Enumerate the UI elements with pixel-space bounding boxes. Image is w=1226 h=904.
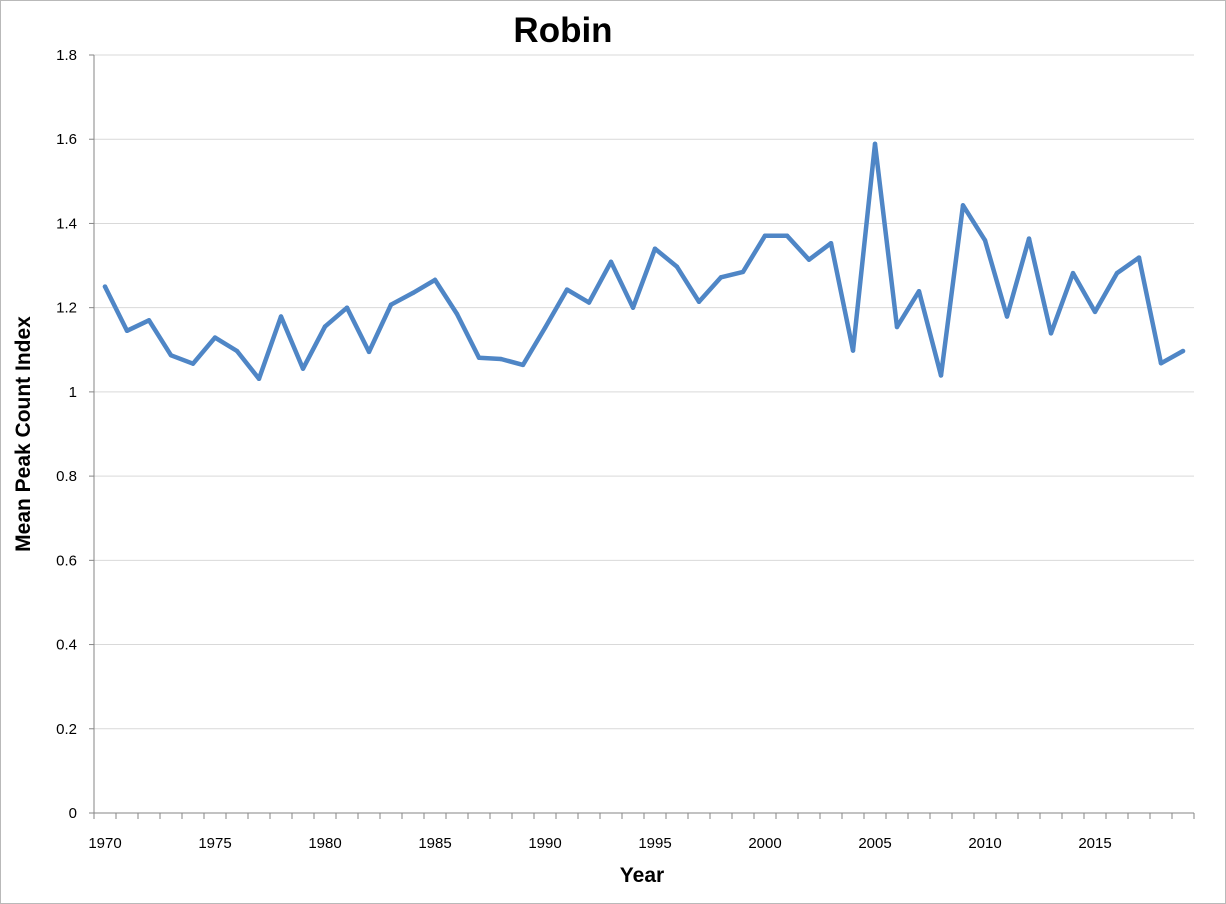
data-point [322,324,328,329]
data-point [168,353,174,358]
data-point [982,238,988,243]
y-tick-label: 0.2 [56,721,77,738]
y-tick-label: 1 [69,384,77,401]
data-point [784,233,790,238]
data-point [520,362,526,368]
data-point [410,290,416,296]
x-tick-label: 1985 [418,835,451,852]
data-point [960,203,966,208]
y-tick-label: 0.8 [56,468,77,485]
data-point [894,324,900,330]
data-point [388,302,394,307]
data-point [278,314,284,319]
data-point [674,264,680,270]
data-point [938,373,944,378]
y-tick-label: 0.6 [56,552,77,569]
gridlines [94,54,1194,730]
data-point [630,305,636,310]
data-point [212,335,218,340]
x-tick-label: 2000 [748,835,781,852]
data-point [256,376,262,382]
series-layer [102,141,1186,382]
x-tick-label: 2015 [1078,835,1111,852]
x-axis-title: Year [620,864,664,887]
data-point [850,348,856,353]
data-point [1070,270,1076,276]
x-tick-label: 2010 [968,835,1001,852]
data-point [498,356,504,362]
x-tick-label: 1975 [198,835,231,852]
data-point [806,257,812,262]
data-point [344,305,350,310]
data-point [1114,270,1120,276]
y-axis-title: Mean Peak Count Index [12,316,35,552]
x-tick-label: 1980 [308,835,341,852]
data-point [762,233,768,238]
y-tick-label: 0 [69,805,77,822]
y-tick-label: 1.2 [56,300,77,317]
data-point [740,269,746,275]
data-point [1004,314,1010,319]
data-point [432,277,438,283]
data-point [476,355,482,360]
data-point [916,289,922,294]
y-tick-label: 1.4 [56,215,77,232]
data-point [1026,236,1032,241]
y-tick-label: 1.6 [56,131,77,148]
data-point [124,328,130,334]
data-point [366,349,372,355]
axes [89,54,1195,819]
data-point [872,141,878,147]
data-point [234,348,240,354]
data-point [1158,361,1164,366]
data-point [696,299,702,304]
data-point [828,241,834,246]
data-point [1092,309,1098,315]
data-point [652,246,658,251]
x-tick-label: 1970 [88,835,121,852]
series-line [102,141,1186,382]
data-point [564,287,570,292]
data-point [1136,255,1142,260]
data-point [146,318,152,323]
data-point [1048,331,1054,336]
x-tick-labels: 1970 1975 1980 1985 1990 1995 2000 2005 2010 2015 [88,835,1111,852]
y-tick-label: 1.8 [56,47,77,64]
y-tick-label: 0.4 [56,637,77,654]
data-point [102,284,108,289]
x-tick-label: 2005 [858,835,891,852]
data-point [542,325,548,331]
data-point [300,366,306,371]
data-point [454,311,460,317]
y-tick-labels: 0 0.2 0.4 0.6 0.8 1 1.2 1.4 1.6 1.8 [56,47,77,822]
x-tick-label: 1990 [528,835,561,852]
x-tick-label: 1995 [638,835,671,852]
chart-title: Robin [513,11,612,50]
data-point [1180,348,1186,354]
data-point [718,275,724,280]
data-point [586,300,592,305]
data-point [190,361,196,366]
data-point [608,259,614,264]
